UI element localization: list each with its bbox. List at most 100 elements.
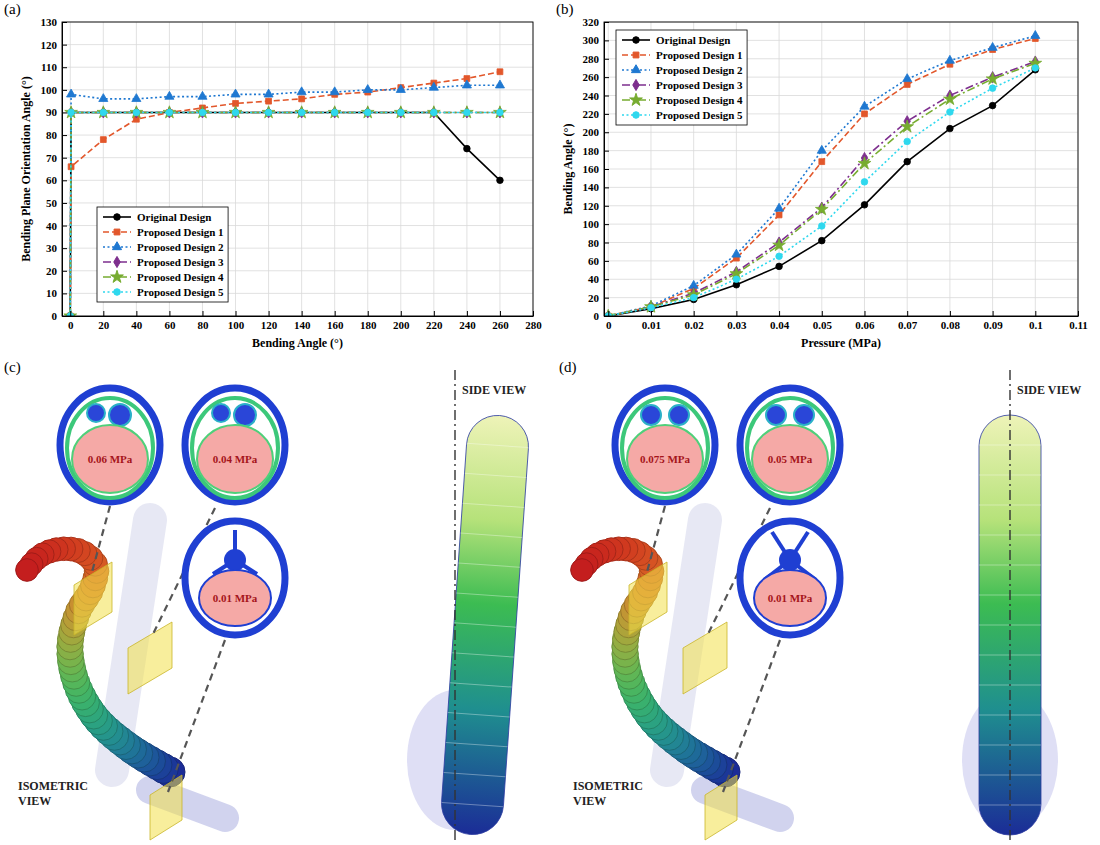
x-tick: 0.08 [941, 311, 961, 331]
section-label: 0.05 MPa [768, 453, 813, 465]
x-tick-mark [269, 311, 270, 316]
y-tick: 320 [583, 16, 610, 28]
legend-label: Proposed Design 3 [656, 79, 743, 91]
series-marker [331, 109, 338, 116]
x-tick-mark [822, 311, 823, 316]
y-tick-label: 110 [41, 61, 57, 73]
series-line [608, 62, 1035, 316]
x-tick: 0.03 [727, 311, 747, 331]
grid-line-y [604, 279, 1078, 280]
x-tick: 0 [606, 311, 612, 331]
y-tick: 0 [594, 310, 610, 322]
cross-section: 0.01 MPa [185, 521, 285, 635]
grid-line-y [62, 135, 533, 136]
y-tick: 130 [41, 16, 68, 28]
side-tube-mesh [448, 713, 510, 717]
series-marker [265, 109, 272, 116]
series-marker [394, 106, 407, 118]
x-tick: 180 [360, 311, 377, 331]
series-marker [861, 179, 868, 186]
y-tick: 220 [583, 108, 610, 120]
series-marker [818, 237, 825, 244]
series-marker [497, 109, 504, 116]
section-plane [74, 562, 112, 635]
series-marker [68, 109, 75, 116]
section-label: 0.06 MPa [88, 453, 133, 465]
y-tick-mark [604, 206, 609, 207]
x-tick-label: 0.11 [1069, 319, 1088, 331]
y-tick-mark [604, 261, 609, 262]
legend-label: Proposed Design 4 [137, 271, 224, 283]
x-tick-label: 0 [606, 319, 612, 331]
x-tick-label: 40 [131, 319, 143, 331]
grid-line-x [367, 22, 368, 316]
y-tick-mark [62, 22, 67, 23]
x-tick-label: 140 [294, 319, 311, 331]
section-pressure-area [197, 425, 273, 493]
series-marker [299, 96, 305, 102]
legend-entry: Proposed Design 1 [622, 49, 743, 61]
y-tick: 60 [46, 174, 67, 186]
legend-label: Proposed Design 4 [656, 94, 743, 106]
y-tick-mark [604, 132, 609, 133]
x-tick-label: 0.07 [898, 319, 918, 331]
grid-line-y [604, 187, 1078, 188]
side-tube-mesh [467, 443, 529, 447]
grid-line-y [604, 169, 1078, 170]
y-tick-mark [62, 90, 67, 91]
x-tick-label: 80 [197, 319, 209, 331]
y-tick: 180 [583, 145, 610, 157]
x-tick: 140 [294, 311, 311, 331]
y-tick-label: 80 [46, 129, 58, 141]
series-marker [266, 98, 272, 104]
series-marker [298, 109, 305, 116]
series-marker [331, 109, 338, 116]
series-marker [231, 89, 240, 97]
y-tick-label: 90 [46, 106, 58, 118]
y-tick-mark [604, 316, 609, 317]
series-marker [776, 253, 783, 260]
x-tick-label: 0.1 [1029, 319, 1043, 331]
section-layer [192, 398, 278, 498]
grid-line-y [604, 260, 1078, 261]
series-marker [732, 249, 741, 257]
y-axis-title: Bending Angle (°) [561, 124, 575, 215]
y-axis: 0102030405060708090100110120130 [41, 16, 68, 322]
series-line [70, 85, 500, 316]
diagram-panel: (d)0.075 MPa0.05 MPa0.01 MPaISOMETRICVIE… [559, 359, 1081, 842]
series-marker [133, 109, 140, 116]
legend-marker [114, 256, 120, 267]
y-tick-mark [604, 169, 609, 170]
legend-marker [633, 79, 639, 90]
y-tick-mark [62, 158, 67, 159]
x-tick: 220 [426, 311, 443, 331]
y-tick-mark [604, 96, 609, 97]
legend-entry: Proposed Design 2 [103, 241, 224, 253]
y-tick-label: 0 [594, 310, 600, 322]
section-label: 0.075 MPa [640, 453, 691, 465]
section-core [779, 549, 801, 571]
series-marker [944, 93, 957, 105]
y-tick-mark [604, 22, 609, 23]
x-tick-mark [608, 311, 609, 316]
series-marker [431, 109, 438, 116]
y-tick: 0 [52, 310, 68, 322]
section-chamber [669, 405, 689, 425]
y-tick: 10 [46, 287, 67, 299]
legend-entry: Proposed Design 4 [103, 270, 224, 283]
isometric-label: ISOMETRICVIEW [573, 779, 643, 808]
grid-line-x [433, 22, 434, 316]
series-marker [232, 109, 239, 116]
y-tick: 40 [46, 220, 67, 232]
x-tick-label: 0.04 [770, 319, 790, 331]
panel-label: (b) [556, 1, 574, 18]
y-tick: 120 [583, 200, 610, 212]
x-tick-mark [368, 311, 369, 316]
side-tube-mesh [456, 593, 518, 597]
series-marker [100, 109, 107, 116]
y-tick-label: 40 [588, 273, 600, 285]
series-marker [295, 106, 308, 118]
x-axis-title: Bending Angle (°) [252, 336, 343, 350]
series-marker [68, 109, 75, 116]
y-tick: 160 [583, 163, 610, 175]
